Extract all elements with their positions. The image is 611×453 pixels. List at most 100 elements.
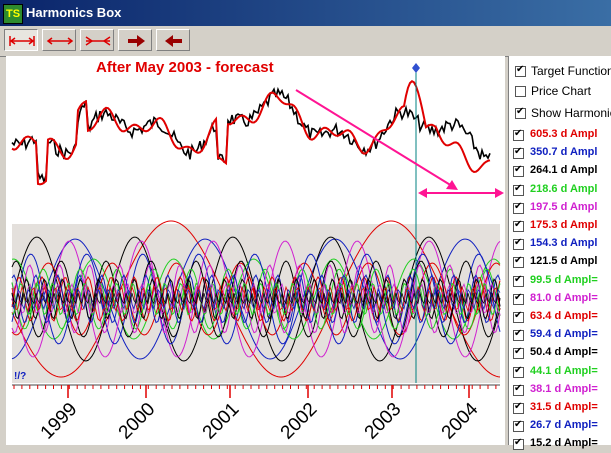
harmonic-checkbox[interactable] xyxy=(513,219,524,232)
option-label-0[interactable]: Target Function xyxy=(531,64,611,78)
harmonic-row[interactable]: 38.1 d Ampl= xyxy=(513,382,611,399)
harmonics-chart[interactable]: After May 2003 - forecast !/? 1999 2000 20… xyxy=(6,56,505,445)
harmonic-row[interactable]: 99.5 d Ampl= xyxy=(513,273,611,290)
harmonic-wave xyxy=(11,220,501,378)
harmonic-wave xyxy=(11,288,501,310)
app-icon: TS xyxy=(3,4,23,24)
year-label: 2001 xyxy=(199,399,244,444)
harmonic-row[interactable]: 121.5 d Ampl xyxy=(513,254,611,271)
arrow-left-icon xyxy=(165,35,182,47)
harmonic-label: 63.4 d Ampl= xyxy=(530,310,598,322)
harmonic-checkbox[interactable] xyxy=(513,310,524,323)
harmonic-row[interactable]: 175.3 d Ampl xyxy=(513,218,611,235)
harmonic-row[interactable]: 197.5 d Ampl xyxy=(513,200,611,217)
expand-horizontal-button[interactable] xyxy=(42,29,76,51)
harmonic-row[interactable]: 59.4 d Ampl= xyxy=(513,327,611,344)
harmonic-label: 197.5 d Ampl xyxy=(530,200,598,213)
harmonic-row[interactable]: 264.1 d Ampl xyxy=(513,163,611,180)
harmonic-row[interactable]: 63.4 d Ampl= xyxy=(513,309,611,326)
harmonic-label: 175.3 d Ampl xyxy=(530,219,598,231)
harmonic-row[interactable]: 154.3 d Ampl xyxy=(513,236,611,253)
harmonic-label: 26.7 d Ampl= xyxy=(530,419,598,432)
harmonic-checkbox[interactable] xyxy=(513,346,524,360)
harmonic-checkbox[interactable] xyxy=(513,237,524,251)
forecast-start-marker xyxy=(412,63,420,73)
window-title: Harmonics Box xyxy=(26,5,122,20)
harmonic-wave xyxy=(11,274,501,324)
year-labels: 1999 2000 2001 2002 2003 2004 xyxy=(37,398,483,443)
harmonic-label: 99.5 d Ampl= xyxy=(530,273,598,286)
arrows-in-icon xyxy=(85,36,111,46)
corner-mark: !/? xyxy=(14,371,26,382)
toolbar xyxy=(0,26,611,57)
harmonic-label: 31.5 d Ampl= xyxy=(530,401,598,413)
year-label: 1999 xyxy=(37,399,82,444)
harmonic-row[interactable]: 81.0 d Ampl= xyxy=(513,291,611,308)
harmonic-label: 264.1 d Ampl xyxy=(530,164,598,177)
harmonic-row[interactable]: 26.7 d Ampl= xyxy=(513,418,611,435)
harmonic-row[interactable]: 44.1 d Ampl= xyxy=(513,364,611,381)
option-checkbox-1[interactable] xyxy=(515,86,526,97)
options-panel: Target Function Price Chart Show Harmonics… xyxy=(508,56,611,451)
year-label: 2004 xyxy=(438,398,483,443)
harmonic-label: 44.1 d Ampl= xyxy=(530,364,598,377)
harmonic-wave xyxy=(11,282,501,314)
harmonic-checkbox[interactable] xyxy=(513,128,524,141)
harmonic-waves xyxy=(11,220,501,378)
harmonic-wave xyxy=(11,293,501,305)
harmonic-checkbox[interactable] xyxy=(513,328,524,342)
harmonic-label: 605.3 d Ampl xyxy=(530,128,598,140)
harmonic-checkbox[interactable] xyxy=(513,146,524,160)
harmonic-label: 350.7 d Ampl xyxy=(530,146,598,159)
title-bar: TS Harmonics Box xyxy=(0,0,611,26)
harmonic-row[interactable]: 350.7 d Ampl xyxy=(513,145,611,162)
arrow-right-icon xyxy=(128,35,145,47)
harmonic-label: 218.6 d Ampl xyxy=(530,182,598,195)
harmonic-label: 154.3 d Ampl xyxy=(530,237,598,250)
harmonic-checkbox[interactable] xyxy=(513,201,524,214)
harmonic-label: 50.4 d Ampl= xyxy=(530,346,598,359)
harmonic-checkbox[interactable] xyxy=(513,401,524,414)
option-checkbox-0[interactable] xyxy=(515,64,526,77)
time-axis-ticks xyxy=(13,385,497,398)
option-checkbox-2[interactable] xyxy=(515,106,526,119)
arrows-out-icon xyxy=(46,37,74,45)
harmonic-label: 38.1 d Ampl= xyxy=(530,382,598,395)
harmonic-wave xyxy=(11,236,501,362)
option-label-1[interactable]: Price Chart xyxy=(531,84,592,98)
year-label: 2003 xyxy=(361,399,406,444)
target-function-line xyxy=(11,86,491,185)
harmonic-checkbox[interactable] xyxy=(513,164,524,178)
harmonic-checkbox[interactable] xyxy=(513,274,524,287)
harmonic-checkbox[interactable] xyxy=(513,255,524,269)
harmonics-sum-line xyxy=(11,79,491,186)
annotation-pointer-arrow xyxy=(295,89,458,190)
harmonic-row[interactable]: 31.5 d Ampl= xyxy=(513,400,611,417)
harmonic-checkbox[interactable] xyxy=(513,292,524,305)
harmonic-wave xyxy=(11,276,501,322)
harmonic-label: 15.2 d Ampl= xyxy=(530,437,598,450)
chart-area[interactable]: After May 2003 - forecast !/? 1999 2000 20… xyxy=(6,56,505,445)
harmonic-checkbox[interactable] xyxy=(513,383,524,396)
year-label: 2000 xyxy=(115,399,160,444)
harmonic-checkbox[interactable] xyxy=(513,365,524,378)
option-label-2[interactable]: Show Harmonics xyxy=(531,106,611,120)
forecast-range-arrow xyxy=(418,188,504,198)
forecast-annotation: After May 2003 - forecast xyxy=(96,59,274,76)
harmonic-wave xyxy=(11,253,501,345)
harmonic-row[interactable]: 605.3 d Ampl xyxy=(513,127,611,144)
harmonic-label: 121.5 d Ampl xyxy=(530,255,598,268)
scroll-left-button[interactable] xyxy=(156,29,190,51)
harmonic-checkbox[interactable] xyxy=(513,183,524,196)
harmonic-wave xyxy=(11,264,501,334)
year-label: 2002 xyxy=(277,399,322,444)
harmonic-row[interactable]: 50.4 d Ampl= xyxy=(513,345,611,362)
compress-horizontal-button[interactable] xyxy=(80,29,114,51)
harmonic-checkbox[interactable] xyxy=(513,419,524,433)
harmonic-label: 81.0 d Ampl= xyxy=(530,291,598,304)
expand-both-icon xyxy=(9,36,35,46)
harmonic-row[interactable]: 218.6 d Ampl xyxy=(513,182,611,199)
scroll-right-button[interactable] xyxy=(118,29,152,51)
expand-both-button[interactable] xyxy=(4,29,38,51)
harmonic-label: 59.4 d Ampl= xyxy=(530,328,598,341)
